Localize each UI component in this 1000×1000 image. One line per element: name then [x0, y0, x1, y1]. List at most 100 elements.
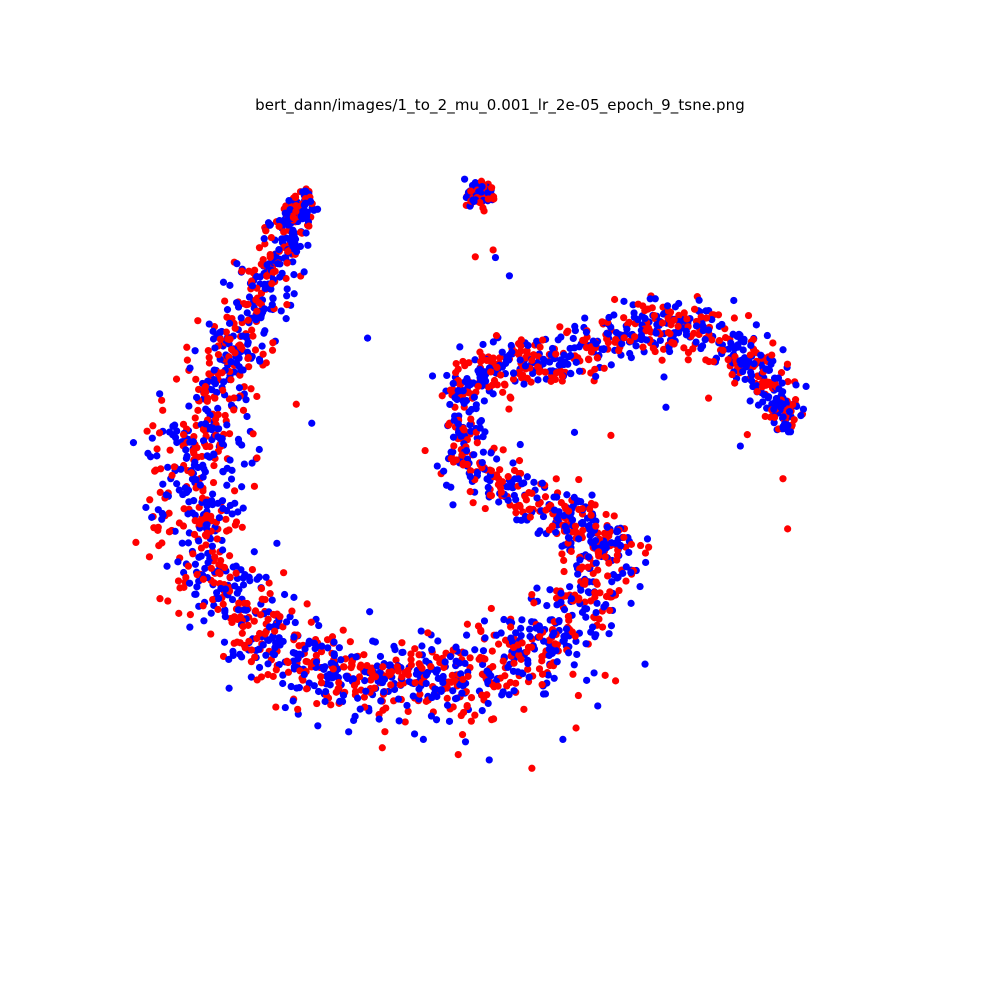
- scatter-point-series-1: [479, 433, 487, 441]
- scatter-point-series-0: [670, 316, 678, 324]
- scatter-point-series-1: [419, 735, 427, 744]
- scatter-point-series-1: [225, 655, 233, 664]
- scatter-point-series-1: [351, 712, 359, 720]
- scatter-point-series-0: [182, 573, 190, 582]
- scatter-point-series-1: [191, 347, 199, 355]
- scatter-point-series-0: [466, 488, 474, 496]
- scatter-point-series-0: [607, 431, 615, 439]
- scatter-point-series-0: [670, 340, 678, 348]
- scatter-point-series-1: [604, 330, 612, 338]
- scatter-point-series-0: [244, 316, 252, 324]
- scatter-point-series-1: [642, 336, 651, 344]
- scatter-point-series-1: [585, 553, 593, 561]
- scatter-point-series-0: [152, 466, 160, 474]
- scatter-point-series-1: [495, 498, 503, 506]
- scatter-point-series-0: [219, 652, 228, 661]
- scatter-point-series-1: [505, 272, 513, 280]
- scatter-point-series-0: [702, 314, 711, 322]
- scatter-point-series-1: [523, 473, 531, 481]
- scatter-point-series-1: [550, 506, 559, 514]
- scatter-point-series-0: [598, 623, 607, 631]
- scatter-point-series-0: [165, 528, 174, 536]
- scatter-point-series-0: [463, 620, 471, 628]
- scatter-point-series-1: [451, 695, 460, 703]
- scatter-point-series-1: [208, 542, 216, 550]
- scatter-point-series-0: [247, 646, 256, 654]
- scatter-point-series-0: [494, 682, 502, 690]
- scatter-point-series-1: [162, 491, 170, 499]
- scatter-point-series-0: [216, 570, 224, 578]
- scatter-point-series-1: [321, 663, 329, 671]
- scatter-point-series-1: [632, 342, 640, 350]
- scatter-point-series-0: [191, 517, 199, 525]
- scatter-point-series-0: [317, 648, 326, 656]
- scatter-point-series-0: [415, 651, 423, 659]
- scatter-point-series-0: [317, 679, 326, 687]
- scatter-point-series-1: [570, 493, 578, 501]
- scatter-point-series-0: [731, 353, 739, 361]
- scatter-point-series-0: [172, 375, 181, 383]
- scatter-point-series-1: [165, 428, 174, 436]
- scatter-point-series-1: [255, 663, 264, 672]
- scatter-point-series-0: [280, 228, 288, 236]
- scatter-point-series-1: [209, 378, 218, 386]
- scatter-point-series-0: [200, 389, 208, 397]
- scatter-point-series-0: [565, 616, 573, 624]
- scatter-point-series-0: [210, 461, 218, 470]
- scatter-point-series-1: [239, 366, 247, 374]
- scatter-point-series-0: [487, 604, 495, 613]
- scatter-point-series-1: [779, 346, 787, 354]
- scatter-point-series-1: [286, 613, 294, 621]
- scatter-point-series-0: [556, 323, 564, 331]
- scatter-point-series-1: [375, 715, 383, 723]
- scatter-point-series-0: [200, 515, 208, 523]
- scatter-point-series-0: [209, 478, 218, 487]
- scatter-point-series-0: [574, 691, 582, 700]
- scatter-point-series-1: [215, 514, 224, 522]
- scatter-point-series-0: [249, 430, 257, 438]
- scatter-point-series-1: [518, 616, 526, 624]
- scatter-point-series-0: [526, 513, 534, 521]
- scatter-point-series-0: [253, 454, 261, 462]
- scatter-point-series-1: [417, 627, 425, 635]
- scatter-point-series-1: [276, 641, 284, 649]
- scatter-point-series-1: [290, 593, 298, 601]
- scatter-point-series-0: [164, 597, 172, 605]
- scatter-point-series-1: [484, 699, 492, 708]
- scatter-point-series-1: [299, 188, 307, 196]
- scatter-point-series-0: [731, 379, 739, 387]
- scatter-point-series-1: [356, 705, 364, 713]
- scatter-point-series-1: [545, 358, 554, 366]
- scatter-point-series-0: [541, 493, 550, 501]
- scatter-point-series-0: [753, 387, 761, 396]
- scatter-point-series-0: [282, 274, 290, 283]
- scatter-point-series-0: [535, 633, 544, 641]
- scatter-point-series-0: [370, 684, 378, 692]
- scatter-point-series-1: [470, 393, 478, 401]
- scatter-point-series-0: [552, 475, 560, 483]
- scatter-point-series-0: [593, 580, 601, 588]
- scatter-point-series-0: [499, 657, 507, 665]
- scatter-point-series-0: [239, 623, 247, 631]
- scatter-point-series-0: [448, 671, 456, 680]
- scatter-point-series-1: [214, 425, 222, 433]
- scatter-point-series-1: [779, 388, 787, 396]
- scatter-point-series-1: [577, 586, 585, 594]
- scatter-point-series-1: [281, 703, 289, 712]
- scatter-point-series-0: [225, 430, 234, 438]
- scatter-point-series-0: [658, 319, 666, 327]
- scatter-point-series-1: [199, 473, 207, 481]
- scatter-point-series-1: [158, 509, 166, 518]
- scatter-point-series-1: [572, 358, 580, 366]
- scatter-point-series-1: [568, 516, 577, 524]
- scatter-point-series-1: [262, 573, 270, 581]
- scatter-point-series-0: [231, 324, 239, 332]
- scatter-point-series-1: [705, 326, 713, 334]
- scatter-point-series-1: [778, 379, 786, 387]
- scatter-point-series-1: [682, 327, 690, 335]
- scatter-point-series-0: [201, 383, 210, 391]
- scatter-point-series-0: [317, 673, 325, 681]
- scatter-point-series-1: [283, 285, 291, 293]
- scatter-point-series-1: [675, 299, 683, 308]
- scatter-point-series-0: [575, 475, 583, 484]
